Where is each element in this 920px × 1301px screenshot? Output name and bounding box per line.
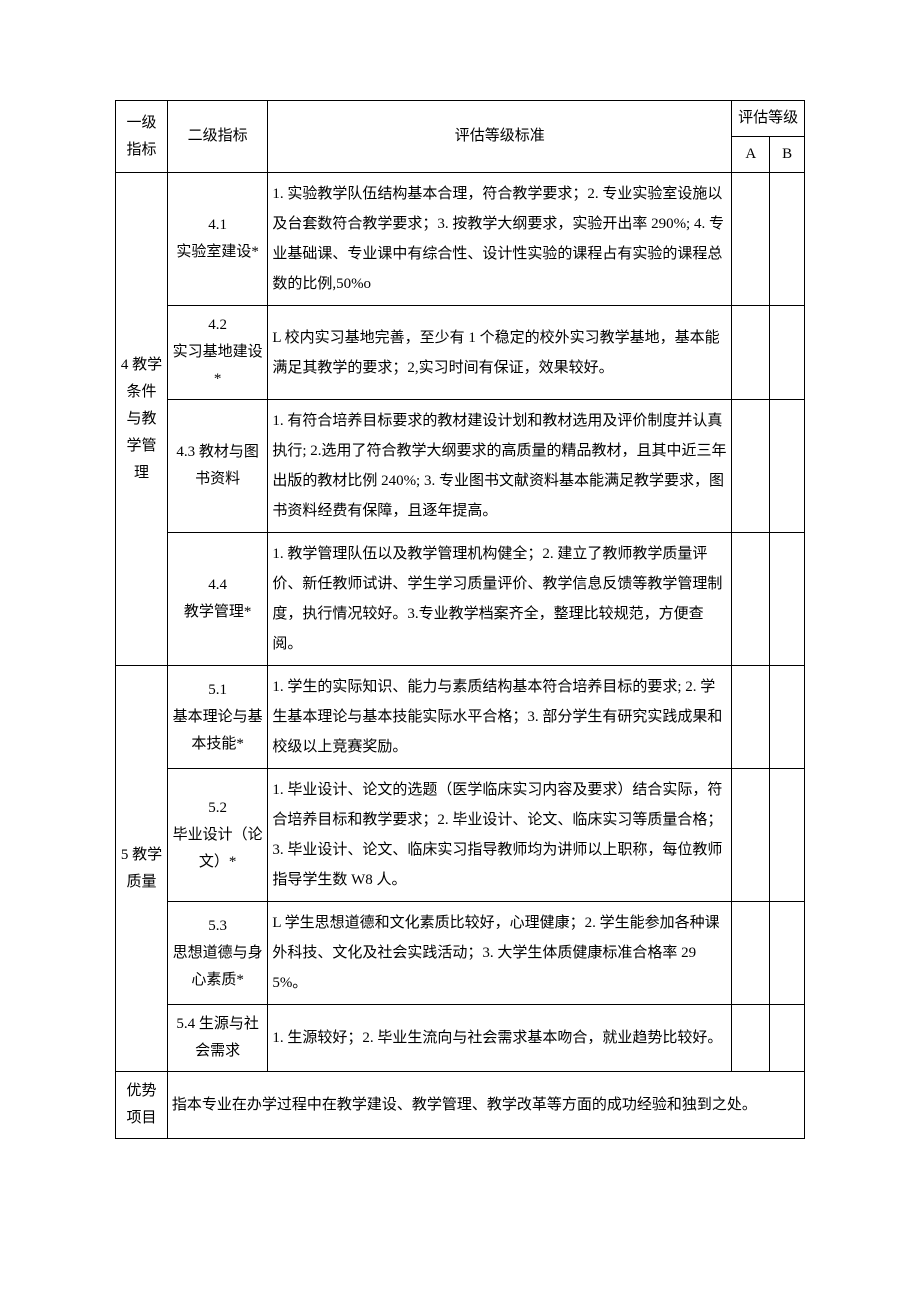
header-standard: 评估等级标准 [268, 101, 732, 173]
level2-label: 4.3 教材与图书资料 [167, 400, 267, 533]
rating-b-cell [770, 769, 805, 902]
rating-a-cell [732, 666, 770, 769]
table-row: 5 教学质量 5.1基本理论与基本技能* 1. 学生的实际知识、能力与素质结构基… [116, 666, 805, 769]
rating-b-cell [770, 533, 805, 666]
evaluation-table: 一级指标 二级指标 评估等级标准 评估等级 A B 4 教学条件与教学管理 4.… [115, 100, 805, 1139]
rating-b-cell [770, 666, 805, 769]
rating-b-cell [770, 400, 805, 533]
header-level2: 二级指标 [167, 101, 267, 173]
level1-label: 4 教学条件与教学管理 [116, 173, 168, 666]
standard-desc: 1. 有符合培养目标要求的教材建设计划和教材选用及评价制度并认真执行; 2.选用… [268, 400, 732, 533]
level2-label: 5.4 生源与社会需求 [167, 1005, 267, 1072]
level2-label: 4.2实习基地建设* [167, 306, 267, 400]
table-row: 4.2实习基地建设* L 校内实习基地完善，至少有 1 个稳定的校外实习教学基地… [116, 306, 805, 400]
standard-desc: 1. 生源较好；2. 毕业生流向与社会需求基本吻合，就业趋势比较好。 [268, 1005, 732, 1072]
standard-desc: L 校内实习基地完善，至少有 1 个稳定的校外实习教学基地，基本能满足其教学的要… [268, 306, 732, 400]
table-row: 5.3思想道德与身心素质* L 学生思想道德和文化素质比较好，心理健康；2. 学… [116, 902, 805, 1005]
level2-label: 5.1基本理论与基本技能* [167, 666, 267, 769]
standard-desc: 1. 实验教学队伍结构基本合理，符合教学要求；2. 专业实验室设施以及台套数符合… [268, 173, 732, 306]
rating-a-cell [732, 306, 770, 400]
level2-label: 4.1实验室建设* [167, 173, 267, 306]
standard-desc: 1. 学生的实际知识、能力与素质结构基本符合培养目标的要求; 2. 学生基本理论… [268, 666, 732, 769]
level2-label: 5.2毕业设计（论文）* [167, 769, 267, 902]
table-row: 5.4 生源与社会需求 1. 生源较好；2. 毕业生流向与社会需求基本吻合，就业… [116, 1005, 805, 1072]
header-a: A [732, 137, 770, 173]
rating-b-cell [770, 902, 805, 1005]
standard-desc: 1. 教学管理队伍以及教学管理机构健全；2. 建立了教师教学质量评价、新任教师试… [268, 533, 732, 666]
rating-a-cell [732, 1005, 770, 1072]
table-row: 4.3 教材与图书资料 1. 有符合培养目标要求的教材建设计划和教材选用及评价制… [116, 400, 805, 533]
level1-label: 5 教学质量 [116, 666, 168, 1072]
level2-label: 5.3思想道德与身心素质* [167, 902, 267, 1005]
table-row: 4.4教学管理* 1. 教学管理队伍以及教学管理机构健全；2. 建立了教师教学质… [116, 533, 805, 666]
rating-a-cell [732, 533, 770, 666]
rating-a-cell [732, 173, 770, 306]
rating-b-cell [770, 1005, 805, 1072]
level2-label: 4.4教学管理* [167, 533, 267, 666]
advantage-label: 优势项目 [116, 1072, 168, 1139]
rating-b-cell [770, 306, 805, 400]
rating-a-cell [732, 400, 770, 533]
advantage-row: 优势项目 指本专业在办学过程中在教学建设、教学管理、教学改革等方面的成功经验和独… [116, 1072, 805, 1139]
table-row: 4 教学条件与教学管理 4.1实验室建设* 1. 实验教学队伍结构基本合理，符合… [116, 173, 805, 306]
rating-b-cell [770, 173, 805, 306]
standard-desc: 1. 毕业设计、论文的选题（医学临床实习内容及要求）结合实际，符合培养目标和教学… [268, 769, 732, 902]
header-row-1: 一级指标 二级指标 评估等级标准 评估等级 [116, 101, 805, 137]
table-row: 5.2毕业设计（论文）* 1. 毕业设计、论文的选题（医学临床实习内容及要求）结… [116, 769, 805, 902]
header-level1: 一级指标 [116, 101, 168, 173]
header-b: B [770, 137, 805, 173]
advantage-desc: 指本专业在办学过程中在教学建设、教学管理、教学改革等方面的成功经验和独到之处。 [167, 1072, 804, 1139]
rating-a-cell [732, 769, 770, 902]
header-rating: 评估等级 [732, 101, 805, 137]
standard-desc: L 学生思想道德和文化素质比较好，心理健康；2. 学生能参加各种课外科技、文化及… [268, 902, 732, 1005]
rating-a-cell [732, 902, 770, 1005]
